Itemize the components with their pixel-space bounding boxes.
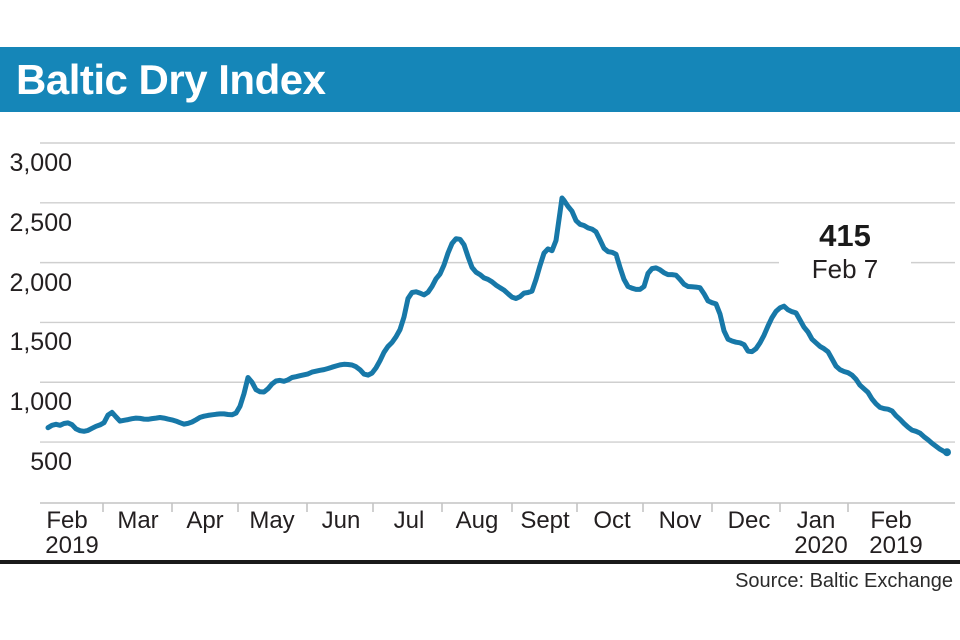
x-axis-label: Apr <box>186 507 224 534</box>
y-axis-label: 2,500 <box>9 208 72 237</box>
bdi-series-line <box>45 195 950 455</box>
x-axis-label: Dec <box>727 507 771 534</box>
source-credit: Source: Baltic Exchange <box>735 570 953 592</box>
x-axis-label: May <box>249 507 295 534</box>
x-axis-label: Feb <box>46 507 88 534</box>
page-title: Baltic Dry Index <box>16 55 326 103</box>
y-axis-label: 1,500 <box>9 328 72 357</box>
x-axis-label: Sept <box>520 507 570 534</box>
x-axis-label: Oct <box>593 507 631 534</box>
x-axis-label: Nov <box>658 507 702 534</box>
y-axis-label: 3,000 <box>9 149 72 177</box>
x-axis-label: Jul <box>393 507 425 534</box>
x-axis-label: Jan <box>796 507 836 534</box>
x-axis-year-label: 2019 <box>869 532 923 559</box>
x-axis-label: Aug <box>455 507 499 534</box>
series-end-dot <box>943 448 951 457</box>
x-axis-year-label: 2019 <box>45 532 99 559</box>
x-axis-label: Feb <box>870 507 912 534</box>
bottom-rule <box>0 560 960 564</box>
x-axis-label: Jun <box>321 507 361 534</box>
annotation-value: 415 <box>819 218 871 253</box>
x-axis-year-label: 2020 <box>794 532 848 559</box>
peak-annotation: 415 Feb 7 <box>779 217 911 290</box>
title-bar: Baltic Dry Index <box>0 47 960 112</box>
x-axis-label: Mar <box>117 507 159 534</box>
y-axis-label: 1,000 <box>9 388 72 417</box>
annotation-date: Feb 7 <box>811 254 879 284</box>
y-axis-label: 500 <box>30 448 72 477</box>
y-axis-label: 2,000 <box>9 268 72 297</box>
